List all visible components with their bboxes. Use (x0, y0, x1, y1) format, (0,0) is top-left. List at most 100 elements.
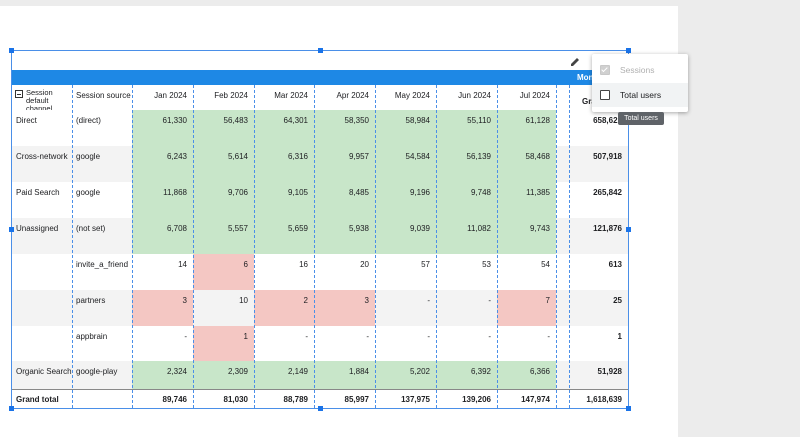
header-band (11, 70, 628, 85)
value-cell: - (305, 332, 308, 341)
resize-handle[interactable] (9, 48, 14, 53)
row-total-cell: 265,842 (593, 188, 622, 197)
row-total-cell: 121,876 (593, 224, 622, 233)
channel-cell: Unassigned (16, 224, 59, 233)
menu-item[interactable]: Total users (592, 83, 688, 107)
highlight-cell (314, 290, 375, 326)
metric-menu: Sessions Total users (592, 54, 688, 112)
resize-handle[interactable] (9, 227, 14, 232)
value-cell: 54,584 (405, 152, 430, 161)
row-total-cell: 51,928 (597, 367, 622, 376)
highlight-cell (497, 110, 556, 146)
highlight-cell (436, 146, 497, 182)
highlight-cell (132, 218, 193, 254)
highlight-cell (497, 290, 556, 326)
value-cell: - (427, 296, 430, 305)
highlight-cell (193, 182, 254, 218)
resize-handle[interactable] (318, 406, 323, 411)
value-cell: 9,105 (287, 188, 308, 197)
checkbox[interactable] (600, 90, 610, 100)
highlight-cell (193, 254, 254, 290)
value-cell: 6,392 (470, 367, 491, 376)
highlight-cell (254, 218, 314, 254)
value-cell: 6,366 (529, 367, 550, 376)
source-cell: (direct) (76, 116, 101, 125)
highlight-cell (375, 182, 436, 218)
highlight-cell (254, 110, 314, 146)
value-cell: 61,330 (162, 116, 187, 125)
column-guide (569, 85, 570, 408)
value-cell: 6 (243, 260, 248, 269)
source-cell: google-play (76, 367, 118, 376)
value-cell: 56,483 (223, 116, 248, 125)
highlight-cell (254, 290, 314, 326)
value-cell: 2 (303, 296, 308, 305)
value-cell: 14 (178, 260, 187, 269)
highlight-cell (132, 146, 193, 182)
column-header: Mar 2024 (274, 91, 308, 100)
value-cell: 58,350 (344, 116, 369, 125)
menu-item: Sessions (592, 58, 688, 82)
resize-handle[interactable] (318, 48, 323, 53)
highlight-cell (193, 218, 254, 254)
channel-cell: Cross-network (16, 152, 68, 161)
row-total-cell: 658,621 (593, 116, 622, 125)
value-cell: 2,324 (166, 367, 187, 376)
highlight-cell (497, 182, 556, 218)
value-cell: 10 (239, 296, 248, 305)
column-header: Gra (582, 97, 596, 106)
grand-total-cell: 81,030 (223, 395, 248, 404)
channel-cell: Direct (16, 116, 37, 125)
highlight-cell (314, 146, 375, 182)
value-cell: 57 (421, 260, 430, 269)
column-guide (193, 85, 194, 408)
highlight-cell (193, 146, 254, 182)
resize-handle[interactable] (9, 406, 14, 411)
highlight-cell (314, 361, 375, 389)
column-header: Jul 2024 (519, 91, 550, 100)
highlight-cell (436, 182, 497, 218)
tooltip: Total users (618, 112, 664, 125)
highlight-cell (497, 361, 556, 389)
resize-handle[interactable] (626, 406, 631, 411)
row-background (11, 254, 628, 290)
value-cell: 11,868 (163, 188, 187, 197)
column-guide (132, 85, 133, 408)
highlight-cell (193, 110, 254, 146)
highlight-cell (497, 146, 556, 182)
grand-total-cell: 85,997 (344, 395, 369, 404)
value-cell: 58,468 (525, 152, 550, 161)
value-cell: 5,938 (348, 224, 369, 233)
collapse-icon[interactable] (15, 90, 23, 98)
resize-handle[interactable] (626, 227, 631, 232)
value-cell: 5,557 (227, 224, 248, 233)
channel-cell: Organic Search (16, 367, 72, 376)
edit-icon[interactable] (569, 56, 581, 68)
grand-total-cell: 139,206 (462, 395, 491, 404)
value-cell: 9,748 (470, 188, 491, 197)
menu-item-label: Sessions (620, 65, 655, 75)
highlight-cell (132, 110, 193, 146)
highlight-cell (132, 290, 193, 326)
grand-total-cell: 88,789 (283, 395, 308, 404)
source-cell: partners (76, 296, 106, 305)
highlight-cell (436, 218, 497, 254)
row-total-cell: 507,918 (593, 152, 622, 161)
column-guide (436, 85, 437, 408)
highlight-cell (254, 361, 314, 389)
value-cell: - (427, 332, 430, 341)
value-cell: 6,708 (166, 224, 187, 233)
grand-total-border (11, 389, 628, 390)
resize-handle[interactable] (626, 48, 631, 53)
selection-frame (11, 50, 629, 409)
column-guide (375, 85, 376, 408)
grand-total-cell: 1,618,639 (586, 395, 622, 404)
value-cell: 61,128 (525, 116, 550, 125)
value-cell: 6,243 (166, 152, 187, 161)
value-cell: 8,485 (348, 188, 369, 197)
value-cell: 58,984 (405, 116, 430, 125)
value-cell: 11,082 (467, 224, 491, 233)
value-cell: - (488, 296, 491, 305)
value-cell: 54 (541, 260, 550, 269)
checkmark (600, 65, 608, 73)
